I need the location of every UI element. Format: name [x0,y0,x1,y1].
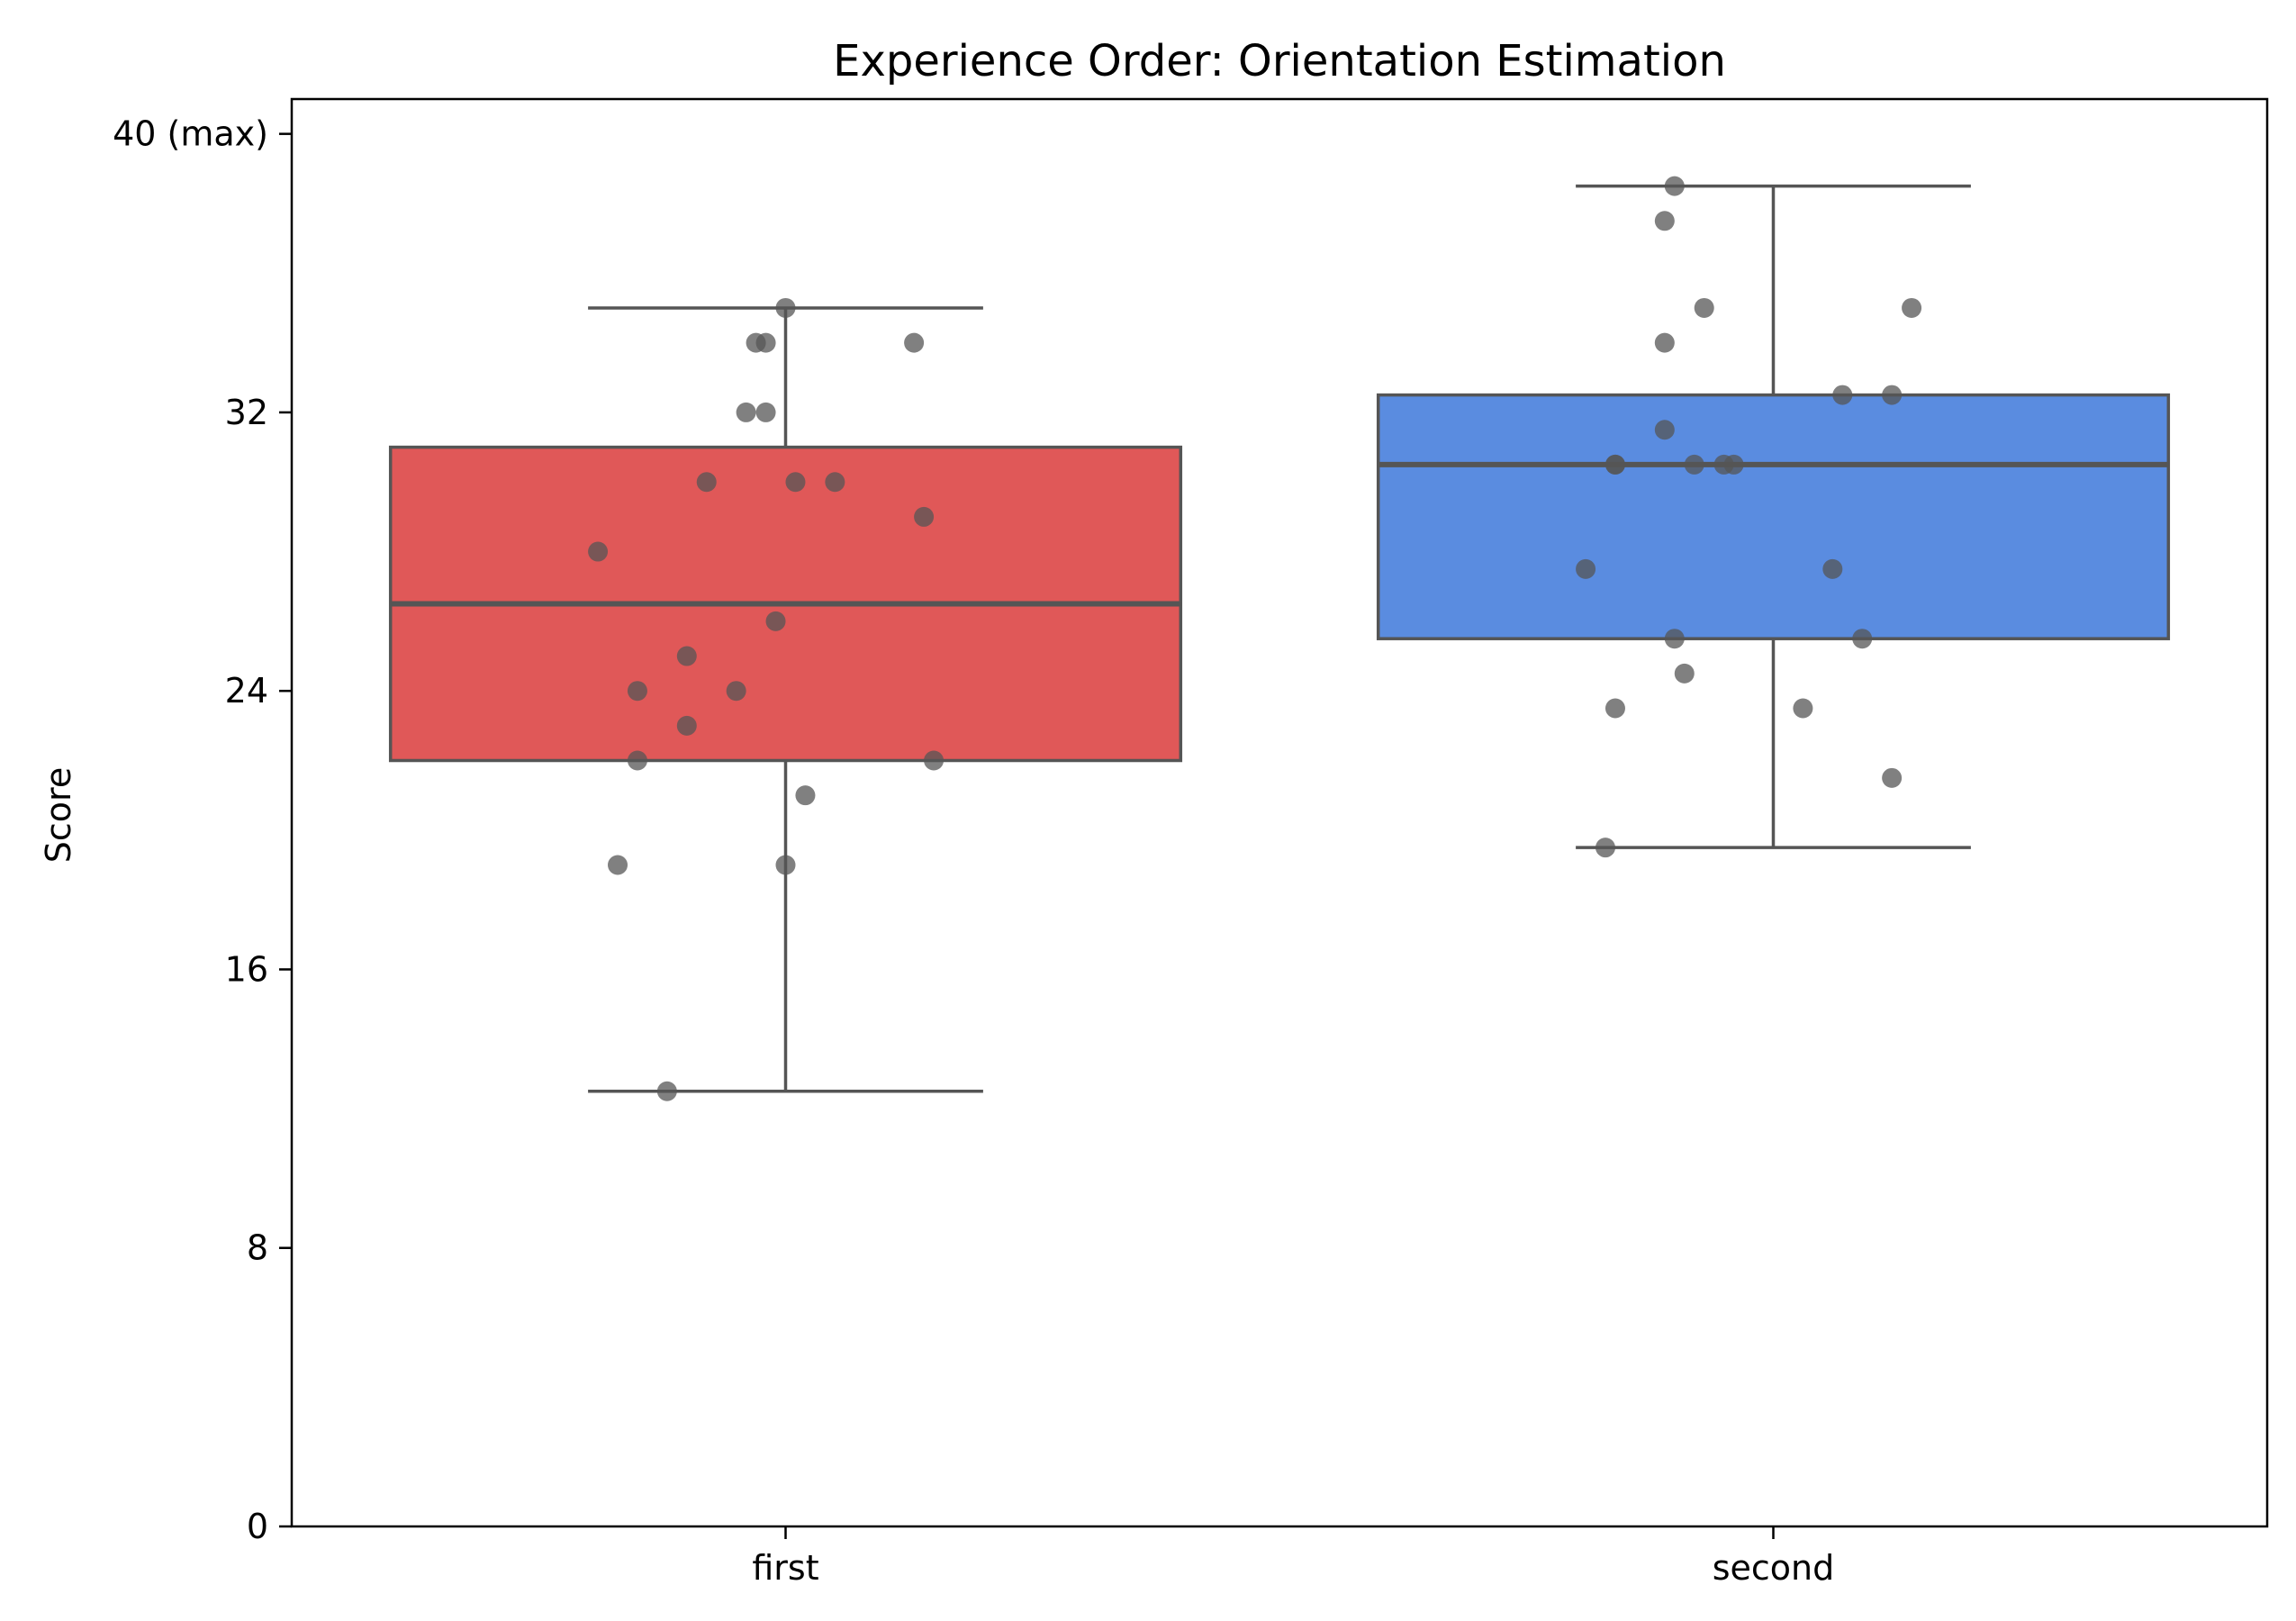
data-point-first [755,402,776,422]
data-point-second [1793,698,1813,719]
data-point-second [1822,558,1843,579]
x-axis: first second [752,1526,1834,1588]
data-point-first [914,506,935,527]
data-point-first [696,472,717,493]
data-point-first [765,611,786,631]
data-point-first [924,750,945,771]
data-point-first [608,855,628,875]
data-point-first [755,332,776,353]
y-tick-label: 24 [225,671,268,711]
x-tick-label-first: first [752,1548,818,1588]
data-point-second [1654,332,1675,353]
x-tick-label-second: second [1713,1548,1835,1588]
plot-frame [290,97,2269,1528]
data-point-second [1832,385,1853,405]
data-point-second [1852,629,1873,649]
data-point-second [1674,663,1695,684]
data-point-second [1694,297,1714,318]
box-second [1376,393,2171,640]
data-point-second [1664,629,1685,649]
data-point-first [775,855,796,875]
data-point-second [1882,767,1903,788]
data-point-first [775,297,796,318]
data-point-second [1595,838,1616,858]
data-point-second [1576,558,1596,579]
data-point-second [1604,698,1625,719]
data-point-first [795,785,816,806]
strip-points [588,176,1922,1101]
data-point-first [904,332,925,353]
plot-area [388,184,2171,1093]
data-point-second [1604,454,1625,475]
data-point-first [676,715,697,736]
data-point-second [1654,420,1675,440]
data-point-first [825,472,845,493]
y-axis: 0 8 16 24 32 40 (max) [113,114,292,1546]
data-point-second [1664,176,1685,196]
data-point-second [1882,385,1903,405]
data-point-second [1902,297,1922,318]
y-tick-label: 8 [247,1228,268,1268]
data-point-first [588,541,609,562]
data-point-first [676,646,697,666]
data-point-first [726,681,746,702]
data-point-first [785,472,806,493]
data-point-second [1723,454,1744,475]
y-tick-label: 40 (max) [113,114,268,154]
y-axis-label: Score [39,767,78,863]
data-point-second [1654,211,1675,231]
data-point-first [627,750,647,771]
y-tick-label: 0 [247,1507,268,1546]
data-point-first [627,681,647,702]
y-tick-label: 16 [225,949,268,989]
data-point-first [656,1081,677,1101]
chart-title: Experience Order: Orientation Estimation [833,36,1726,86]
data-point-second [1684,454,1704,475]
data-point-first [736,402,756,422]
y-tick-label: 32 [225,393,268,432]
